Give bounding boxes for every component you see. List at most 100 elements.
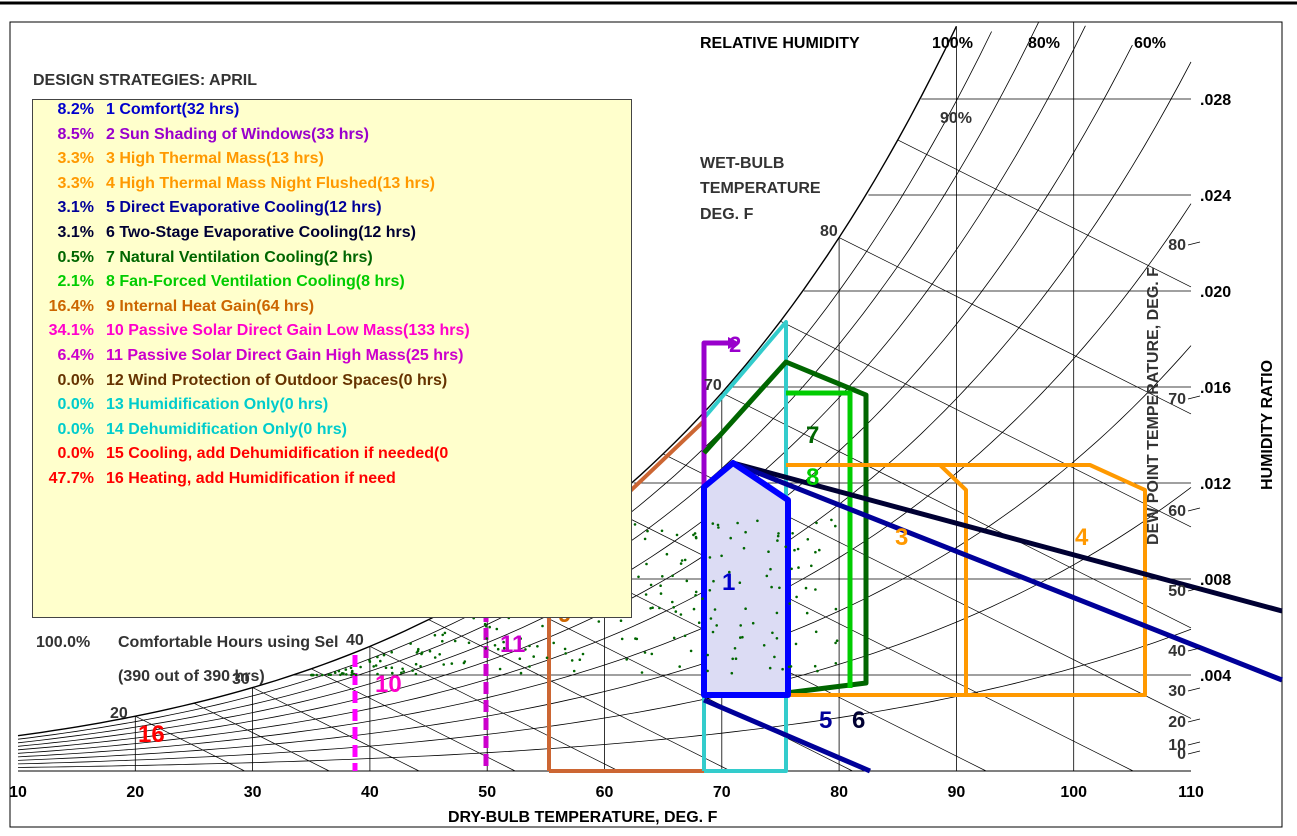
- data-point: [773, 655, 776, 659]
- legend-row: 6.4% 11 Passive Solar Direct Gain High Ma…: [0, 347, 632, 371]
- data-point: [433, 656, 437, 659]
- x-tick-label: 30: [244, 784, 262, 801]
- wb-label-line-2: TEMPERATURE: [700, 180, 821, 197]
- data-point: [685, 579, 689, 583]
- data-point: [620, 637, 624, 641]
- legend-label: 16 Heating, add Humidification if need: [106, 470, 396, 487]
- data-point: [450, 662, 454, 665]
- rh-inner-label: 90%: [940, 110, 972, 127]
- legend-percent: 8.2%: [57, 101, 94, 118]
- data-point: [541, 624, 544, 628]
- zone-two-stage-evap: [732, 460, 1283, 614]
- data-point: [716, 523, 720, 527]
- legend-label: 11 Passive Solar Direct Gain High Mass(2…: [106, 347, 464, 364]
- dp-tick-label: 70: [1168, 391, 1186, 408]
- y-tick-label: .008: [1200, 572, 1231, 589]
- wb-gridline: [428, 619, 731, 772]
- data-point: [344, 668, 348, 671]
- dew-point-ticks: 010 20 30 40 50 60 70 80: [1168, 237, 1201, 763]
- data-point: [694, 594, 697, 597]
- shading-arrow-head: [728, 337, 740, 349]
- data-point: [738, 581, 742, 584]
- data-point: [536, 645, 539, 648]
- dp-tick-label: 0: [1177, 746, 1186, 763]
- y-tick-label: .012: [1200, 476, 1231, 493]
- data-point: [376, 655, 379, 659]
- summary-line-1: Comfortable Hours using Sel: [118, 634, 339, 651]
- data-point: [390, 650, 394, 654]
- data-point: [659, 584, 662, 587]
- data-point: [650, 652, 654, 656]
- data-point: [345, 673, 348, 676]
- strategies-legend: [32, 99, 632, 618]
- data-point: [814, 588, 817, 591]
- data-point: [830, 518, 833, 522]
- data-point: [671, 574, 674, 578]
- data-point: [739, 636, 742, 639]
- data-point: [813, 664, 817, 668]
- wb-gridline: [311, 668, 516, 772]
- data-point: [734, 657, 738, 660]
- data-point: [649, 583, 653, 587]
- legend-label: 6 Two-Stage Evaporative Cooling(12 hrs): [106, 224, 416, 241]
- wb-gridline: [780, 320, 1192, 528]
- data-point: [441, 633, 445, 637]
- zone-label-2: 2: [729, 332, 741, 357]
- data-point: [775, 611, 779, 615]
- data-point: [675, 533, 679, 537]
- data-point: [570, 659, 574, 662]
- data-point: [810, 564, 813, 568]
- data-point: [767, 550, 770, 553]
- data-point: [493, 644, 497, 647]
- data-point: [683, 634, 687, 638]
- data-point: [484, 647, 488, 650]
- legend-percent: 6.4%: [57, 347, 94, 364]
- dp-tick-label: 20: [1168, 714, 1186, 731]
- legend-label: 12 Wind Protection of Outdoor Spaces(0 h…: [106, 371, 448, 389]
- x-tick-label: 80: [830, 784, 848, 801]
- legend-percent: 3.3%: [57, 150, 94, 168]
- data-point: [818, 548, 821, 552]
- legend-row: 0.0% 13 Humidification Only(0 hrs): [0, 396, 632, 420]
- data-point: [333, 671, 337, 674]
- data-point: [651, 606, 654, 609]
- data-point: [637, 575, 640, 579]
- wb-label-line-1: WET-BULB: [700, 155, 784, 172]
- zone-comfort: [701, 460, 791, 698]
- zone-label-7: 7: [806, 422, 819, 449]
- data-point: [409, 642, 412, 645]
- data-point: [776, 534, 780, 538]
- x-axis-title: DRY-BULB TEMPERATURE, DEG. F: [448, 809, 718, 826]
- dp-axis-title: DEW POINT TEMPERATURE, DEG. F: [1145, 267, 1162, 545]
- rh-label-60: 60%: [1134, 35, 1166, 52]
- data-point: [742, 546, 746, 550]
- data-point: [771, 631, 774, 635]
- legend-title: DESIGN STRATEGIES: APRIL: [33, 72, 258, 89]
- data-point: [744, 607, 747, 610]
- legend-percent: 3.3%: [57, 174, 94, 192]
- zone-label-8: 8: [806, 464, 819, 491]
- legend-row: 8.5% 2 Sun Shading of Windows(33 hrs): [0, 126, 632, 150]
- legend-row: 47.7% 16 Heating, add Humidification if n…: [0, 470, 632, 494]
- zone-natural-ventilation: [702, 359, 869, 696]
- data-point: [327, 673, 331, 676]
- data-point: [329, 673, 333, 676]
- x-axis-ticks: 10 20 30 40 50 60 70 80 90 100 110: [9, 784, 1204, 801]
- legend-row: 16.4% 9 Internal Heat Gain(64 hrs): [0, 298, 632, 322]
- legend-label: 13 Humidification Only(0 hrs): [106, 396, 329, 414]
- rh-label-80: 80%: [1028, 35, 1060, 52]
- dp-tick-label: 80: [1168, 237, 1186, 254]
- zone-label-4: 4: [1075, 524, 1089, 551]
- data-point: [564, 652, 567, 655]
- dp-tick-mark: [1187, 395, 1201, 400]
- data-point: [453, 639, 457, 643]
- data-point: [739, 624, 742, 627]
- data-point: [680, 559, 684, 562]
- y-axis-title: HUMIDITY RATIO: [1259, 360, 1276, 490]
- data-point: [713, 608, 717, 611]
- y-tick-label: .004: [1200, 668, 1231, 685]
- dp-tick-label: 60: [1168, 503, 1186, 520]
- data-point: [768, 666, 772, 670]
- data-point: [376, 672, 379, 676]
- data-point: [506, 646, 510, 650]
